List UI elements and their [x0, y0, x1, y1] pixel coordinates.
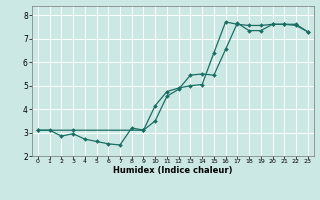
X-axis label: Humidex (Indice chaleur): Humidex (Indice chaleur) [113, 166, 233, 175]
